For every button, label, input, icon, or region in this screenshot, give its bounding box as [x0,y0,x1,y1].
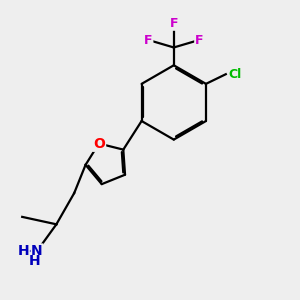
Text: F: F [144,34,153,46]
Text: F: F [195,34,203,46]
Text: H: H [18,244,29,258]
Text: Cl: Cl [228,68,242,81]
Text: H: H [28,254,40,268]
Text: N: N [31,244,43,258]
Text: F: F [169,17,178,30]
Text: O: O [93,136,105,151]
